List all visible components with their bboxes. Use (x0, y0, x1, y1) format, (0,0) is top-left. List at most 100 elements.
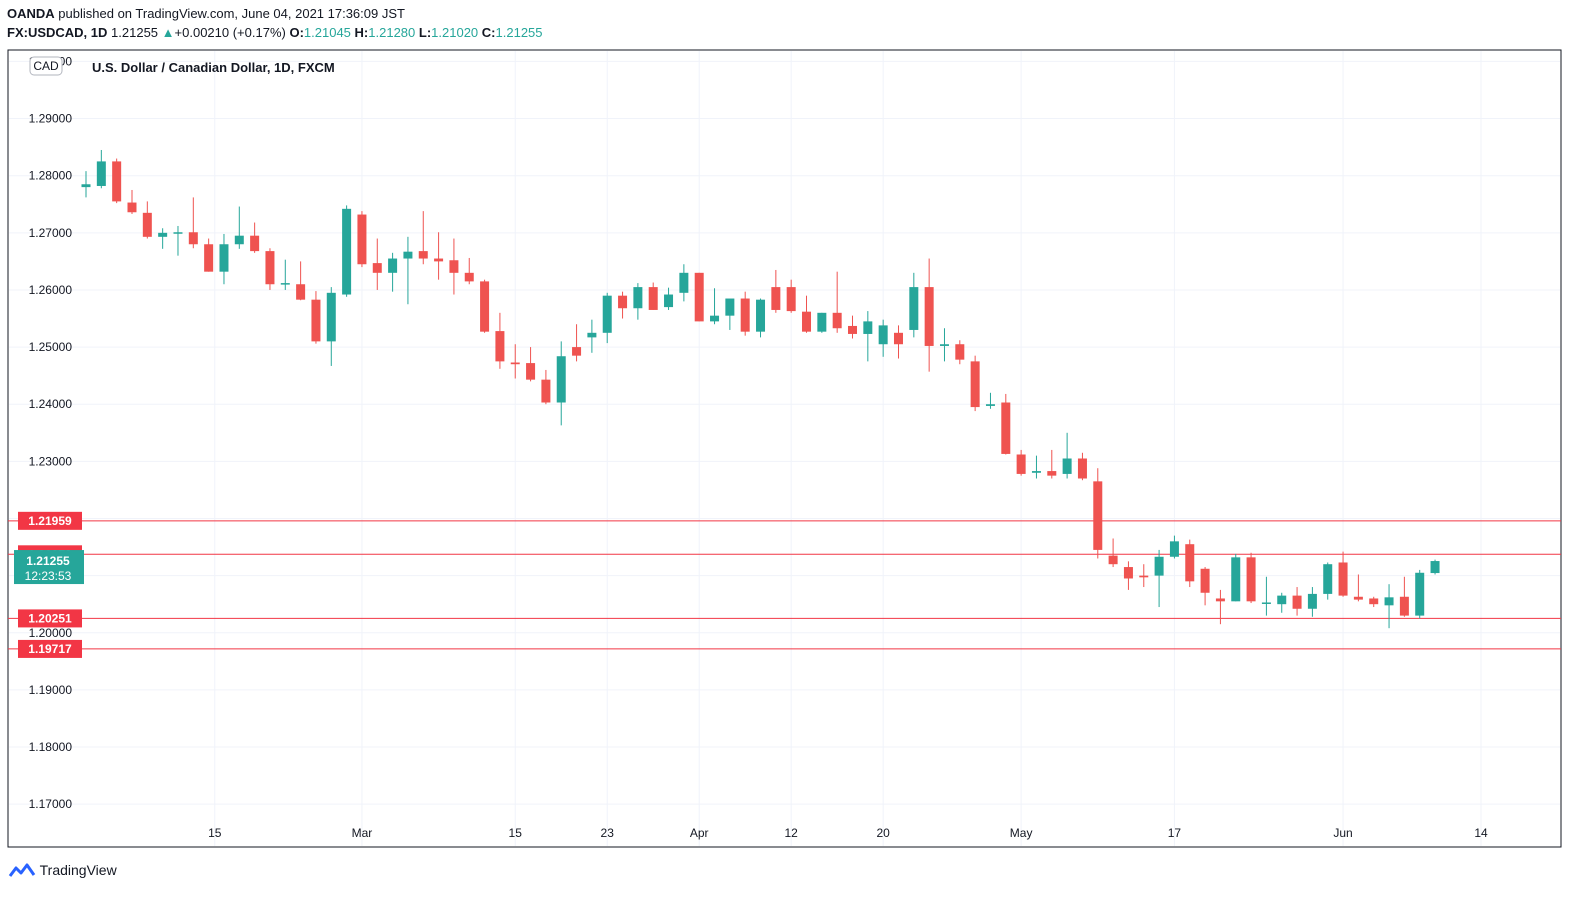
candle[interactable] (909, 272, 919, 338)
candle[interactable] (1077, 452, 1087, 481)
tradingview-logo[interactable]: TradingView (8, 862, 117, 880)
currency-badge[interactable]: CAD (29, 56, 63, 76)
candle[interactable] (1323, 562, 1333, 600)
open-value: 1.21045 (303, 25, 351, 40)
candle[interactable] (480, 279, 490, 333)
candle[interactable] (357, 211, 367, 268)
candle[interactable] (1215, 589, 1225, 625)
candle[interactable] (939, 328, 949, 362)
candle[interactable] (648, 282, 658, 310)
candle-body (1292, 595, 1302, 609)
candle[interactable] (204, 238, 214, 272)
candle[interactable] (633, 283, 643, 320)
candle[interactable] (158, 228, 168, 249)
candle[interactable] (449, 238, 459, 295)
candle[interactable] (572, 324, 582, 362)
candle[interactable] (464, 257, 474, 285)
candle[interactable] (802, 295, 812, 333)
candle[interactable] (342, 205, 352, 297)
candle[interactable] (81, 171, 91, 198)
candle[interactable] (96, 149, 106, 189)
candle[interactable] (311, 291, 321, 344)
candle[interactable] (756, 298, 766, 338)
candle[interactable] (219, 233, 229, 285)
candle[interactable] (388, 252, 398, 292)
candle[interactable] (740, 291, 750, 336)
candle[interactable] (1123, 561, 1133, 590)
candle[interactable] (863, 311, 873, 362)
candle[interactable] (1231, 553, 1241, 602)
candle[interactable] (1047, 449, 1057, 479)
candle[interactable] (924, 258, 934, 372)
x-tick-label: Jun (1333, 826, 1352, 840)
candle[interactable] (1369, 596, 1379, 608)
candle[interactable] (893, 325, 903, 359)
candle[interactable] (265, 248, 275, 290)
candle[interactable] (142, 201, 152, 239)
candle[interactable] (587, 319, 597, 353)
close-label: C: (481, 25, 496, 40)
candle[interactable] (1399, 576, 1409, 617)
candle[interactable] (372, 238, 382, 290)
candle[interactable] (510, 344, 520, 379)
candle[interactable] (280, 259, 290, 290)
candle[interactable] (1200, 567, 1210, 606)
candle[interactable] (541, 369, 551, 405)
candle[interactable] (725, 298, 735, 330)
candle[interactable] (970, 355, 980, 412)
y-tick-label: 1.24000 (29, 397, 73, 411)
candle[interactable] (112, 158, 122, 204)
candle[interactable] (1093, 468, 1103, 559)
candle[interactable] (250, 222, 260, 253)
candle[interactable] (985, 392, 995, 409)
candle[interactable] (1384, 584, 1394, 629)
candle[interactable] (418, 211, 428, 265)
candle[interactable] (188, 197, 198, 249)
candle[interactable] (1307, 587, 1317, 617)
candle[interactable] (955, 340, 965, 365)
candle[interactable] (832, 271, 842, 333)
price-line-label: 1.19717 (28, 642, 72, 656)
candle[interactable] (1261, 576, 1271, 616)
candle[interactable] (1169, 535, 1179, 559)
candle[interactable] (1031, 455, 1041, 479)
candle[interactable] (526, 347, 536, 382)
candle[interactable] (664, 287, 674, 310)
candle[interactable] (694, 272, 704, 322)
candle[interactable] (1338, 551, 1348, 597)
candle[interactable] (1353, 574, 1363, 602)
candle[interactable] (495, 312, 505, 369)
candle[interactable] (434, 232, 444, 280)
candle[interactable] (1246, 552, 1256, 604)
candle-body (112, 161, 122, 202)
candle[interactable] (602, 292, 612, 344)
candle[interactable] (1185, 539, 1195, 588)
candle[interactable] (878, 319, 888, 357)
candle[interactable] (1139, 564, 1149, 588)
candle[interactable] (127, 189, 137, 214)
candle[interactable] (817, 312, 827, 333)
candle-body (234, 235, 244, 245)
candle[interactable] (234, 206, 244, 249)
candle[interactable] (848, 315, 857, 339)
candle[interactable] (679, 264, 689, 302)
candle[interactable] (1430, 559, 1440, 575)
candle[interactable] (556, 341, 566, 426)
candle[interactable] (710, 288, 720, 325)
candle[interactable] (296, 261, 306, 301)
candle[interactable] (1277, 592, 1287, 613)
candle[interactable] (1001, 393, 1011, 455)
candle[interactable] (1016, 449, 1026, 476)
candle[interactable] (618, 291, 628, 319)
candle[interactable] (1292, 587, 1302, 616)
candle[interactable] (1415, 569, 1425, 619)
candle[interactable] (786, 279, 796, 313)
candle[interactable] (1108, 538, 1118, 568)
candle[interactable] (403, 236, 413, 305)
candle[interactable] (326, 287, 336, 366)
candle[interactable] (1154, 549, 1164, 608)
candle[interactable] (771, 269, 781, 313)
candle[interactable] (173, 225, 183, 256)
candle[interactable] (1062, 432, 1072, 479)
